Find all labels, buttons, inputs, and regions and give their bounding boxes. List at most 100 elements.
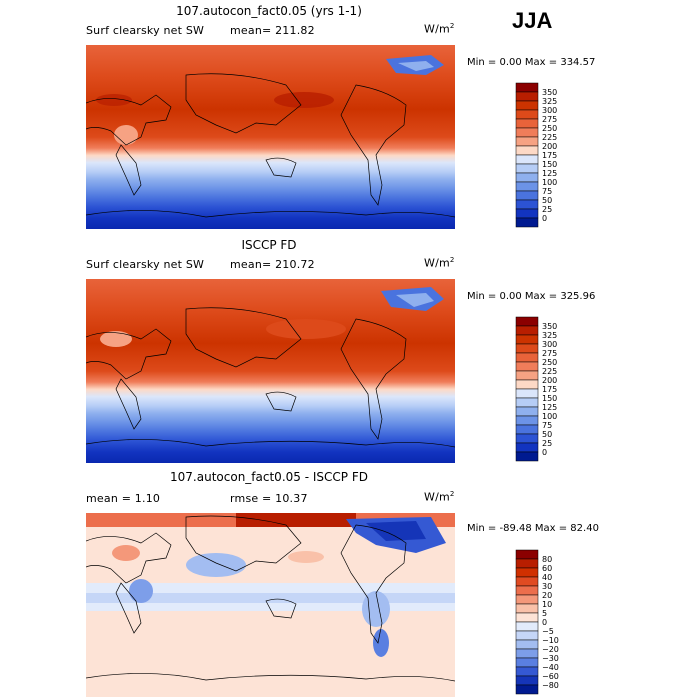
colorbar-1-swatch-6 [515,136,539,147]
colorbar-2-tick-13: 25 [542,439,552,448]
colorbar-3-swatch-13 [515,666,539,677]
colorbar-1-tick-7: 175 [542,151,557,160]
colorbar-3-tick-2: 40 [542,573,552,582]
colorbar-1-swatch-0 [515,82,539,93]
colorbar-2-tick-0: 350 [542,322,557,331]
colorbar-3-tick-10: −20 [542,645,559,654]
colorbar-2-tick-10: 100 [542,412,557,421]
colorbar-1-swatch-14 [515,208,539,219]
colorbar-2-swatch-3 [515,343,539,354]
colorbar-3-swatch-7 [515,612,539,623]
colorbar-2-swatch-14 [515,442,539,453]
colorbar-3-tick-0: 80 [542,555,552,564]
colorbar-2-swatch-10 [515,406,539,417]
colorbar-1-swatch-1 [515,91,539,102]
colorbar-3-swatch-14 [515,675,539,686]
colorbar-2-swatch-6 [515,370,539,381]
panel-1-map [86,45,455,229]
colorbar-3-tick-1: 60 [542,564,552,573]
colorbar-3-swatch-12 [515,657,539,668]
colorbar-1-swatch-5 [515,127,539,138]
panel-1-mean: mean= 211.82 [230,24,315,37]
colorbar-3-tick-14: −80 [542,681,559,690]
colorbar-1-tick-1: 325 [542,97,557,106]
colorbar-1-swatch-7 [515,145,539,156]
colorbar-3-swatch-6 [515,603,539,614]
colorbar-2-swatch-2 [515,334,539,345]
colorbar-2-tick-8: 150 [542,394,557,403]
colorbar-2-tick-12: 50 [542,430,552,439]
panel-2-map [86,279,455,463]
panel-2-units: W/m2 [424,256,455,270]
panel-1-title: 107.autocon_fact0.05 (yrs 1-1) [176,4,362,18]
colorbar-2-tick-11: 75 [542,421,552,430]
panel-1-field-label: Surf clearsky net SW [86,24,205,37]
colorbar-2-swatch-12 [515,424,539,435]
colorbar-3-tick-4: 20 [542,591,552,600]
colorbar-2-swatch-7 [515,379,539,390]
colorbar-1-tick-4: 250 [542,124,557,133]
colorbar-1-tick-8: 150 [542,160,557,169]
colorbar-2-tick-2: 300 [542,340,557,349]
colorbar-1-tick-13: 25 [542,205,552,214]
colorbar-1-tick-12: 50 [542,196,552,205]
colorbar-1-swatch-15 [515,217,539,228]
colorbar-3-swatch-5 [515,594,539,605]
colorbar-3-tick-8: −5 [542,627,554,636]
colorbar-3-swatch-9 [515,630,539,641]
colorbar-3-swatch-4 [515,585,539,596]
colorbar-2-swatch-15 [515,451,539,462]
colorbar-3-tick-11: −30 [542,654,559,663]
colorbar-1-tick-0: 350 [542,88,557,97]
colorbar-2-tick-9: 125 [542,403,557,412]
colorbar-3-swatch-3 [515,576,539,587]
panel-3-minmax: Min = -89.48 Max = 82.40 [467,523,599,534]
colorbar-2-tick-1: 325 [542,331,557,340]
colorbar-3-swatch-0 [515,549,539,560]
panel-3-map [86,513,455,697]
colorbar-2-swatch-4 [515,352,539,363]
panel-2-field-label: Surf clearsky net SW [86,258,205,271]
colorbar-2-swatch-13 [515,433,539,444]
colorbar-1-swatch-13 [515,199,539,210]
colorbar-2-tick-3: 275 [542,349,557,358]
colorbar-3-tick-13: −60 [542,672,559,681]
colorbar-3-swatch-10 [515,639,539,650]
colorbar-1-tick-2: 300 [542,106,557,115]
colorbar-3-tick-6: 5 [542,609,547,618]
panel-3-rmse: rmse = 10.37 [230,492,308,505]
colorbar-2-swatch-11 [515,415,539,426]
colorbar-2-tick-6: 200 [542,376,557,385]
panel-1-minmax: Min = 0.00 Max = 334.57 [467,57,596,68]
colorbar-3-tick-3: 30 [542,582,552,591]
colorbar-2-tick-4: 250 [542,358,557,367]
colorbar-1-tick-6: 200 [542,142,557,151]
colorbar-3-tick-12: −40 [542,663,559,672]
colorbar-2-swatch-9 [515,397,539,408]
colorbar-3-swatch-15 [515,684,539,695]
colorbar-2-swatch-5 [515,361,539,372]
colorbar-2-tick-14: 0 [542,448,547,457]
colorbar-2-swatch-1 [515,325,539,336]
colorbar-1-swatch-3 [515,109,539,120]
colorbar-1-tick-3: 275 [542,115,557,124]
colorbar-3-swatch-1 [515,558,539,569]
colorbar-3-tick-5: 10 [542,600,552,609]
panel-1-units: W/m2 [424,22,455,36]
colorbar-3-tick-9: −10 [542,636,559,645]
colorbar-1-tick-14: 0 [542,214,547,223]
panel-2-mean: mean= 210.72 [230,258,315,271]
colorbar-2-swatch-8 [515,388,539,399]
colorbar-1-swatch-4 [515,118,539,129]
panel-3-units: W/m2 [424,490,455,504]
colorbar-1-tick-11: 75 [542,187,552,196]
colorbar-3-tick-7: 0 [542,618,547,627]
panel-3-mean: mean = 1.10 [86,492,161,505]
colorbar-3-swatch-11 [515,648,539,659]
panel-2-minmax: Min = 0.00 Max = 325.96 [467,291,596,302]
colorbar-1-swatch-11 [515,181,539,192]
colorbar-2-swatch-0 [515,316,539,327]
